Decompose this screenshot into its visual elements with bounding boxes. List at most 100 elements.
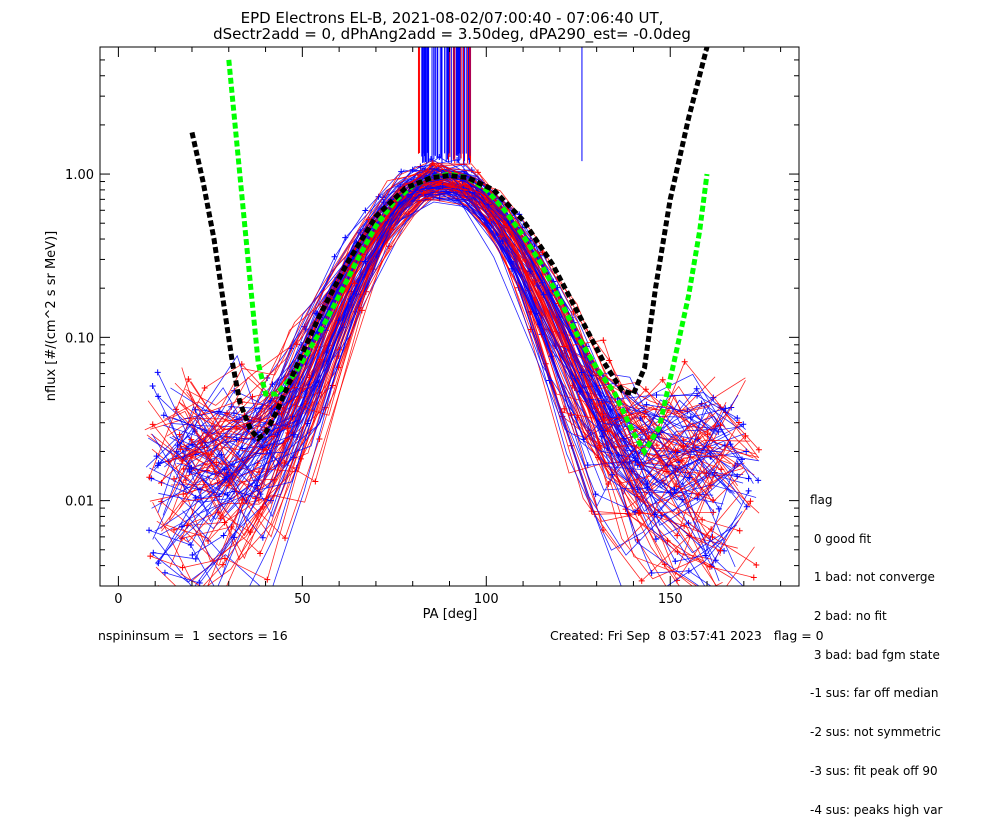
observation-marker — [196, 580, 203, 586]
y-axis-label: nflux [#/(cm^2 s sr MeV)] — [44, 231, 59, 401]
observation-line — [148, 183, 722, 478]
observation-marker — [170, 526, 177, 533]
observation-line — [157, 168, 738, 446]
observation-marker — [230, 410, 237, 417]
observation-marker — [584, 462, 591, 469]
y-tick-label: 0.01 — [65, 495, 94, 510]
observation-marker — [604, 445, 611, 452]
observation-marker — [188, 596, 194, 602]
observation-marker — [578, 369, 585, 376]
observation-marker — [753, 562, 760, 569]
observation-line — [173, 185, 712, 582]
observation-marker — [454, 156, 461, 163]
observation-marker — [249, 393, 256, 400]
observation-marker — [736, 527, 743, 534]
observation-marker — [615, 452, 622, 459]
observation-line — [168, 170, 711, 500]
observation-marker — [735, 419, 742, 426]
observation-marker — [734, 473, 741, 480]
observation-marker — [174, 442, 181, 449]
observation-marker — [316, 436, 323, 443]
observation-marker — [609, 471, 616, 478]
legend-item: 1 bad: not converge — [810, 570, 935, 585]
observation-marker — [289, 413, 296, 420]
observation-marker — [342, 234, 349, 241]
observation-marker — [755, 477, 762, 484]
observation-marker — [505, 220, 512, 227]
observation-marker — [282, 535, 289, 542]
observation-marker — [686, 474, 693, 481]
observation-line — [169, 185, 721, 562]
observation-marker — [715, 428, 722, 435]
observation-marker — [200, 596, 206, 602]
observation-marker — [651, 511, 658, 518]
observation-marker — [173, 448, 180, 455]
observation-marker — [161, 569, 168, 576]
observation-marker — [750, 574, 757, 581]
observation-marker — [293, 341, 300, 348]
observation-line — [150, 182, 721, 582]
observation-marker — [146, 589, 152, 595]
observation-marker — [150, 549, 157, 556]
observation-line — [189, 186, 759, 539]
observation-marker — [231, 534, 238, 541]
observation-marker — [220, 532, 227, 539]
observation-marker — [263, 446, 270, 453]
observation-marker — [186, 468, 193, 475]
observation-marker — [599, 433, 606, 440]
observation-marker — [653, 442, 660, 449]
observation-marker — [214, 509, 221, 516]
observation-marker — [201, 385, 208, 392]
observation-marker — [409, 166, 416, 173]
observation-marker — [149, 421, 156, 428]
observation-marker — [672, 558, 679, 565]
observation-marker — [592, 491, 599, 498]
observation-marker — [755, 446, 762, 453]
observation-marker — [154, 369, 161, 376]
observation-line — [181, 186, 731, 494]
observation-marker — [215, 408, 222, 415]
observation-marker — [635, 509, 642, 516]
observation-marker — [743, 448, 750, 455]
observation-marker — [224, 492, 231, 499]
observation-marker — [596, 442, 603, 449]
observation-marker — [681, 522, 688, 529]
observation-marker — [598, 400, 605, 407]
observation-marker — [648, 570, 655, 577]
observation-marker — [264, 576, 271, 583]
observation-marker — [208, 451, 215, 458]
observation-marker — [715, 505, 722, 512]
y-tick-label: 1.00 — [65, 168, 94, 183]
observation-marker — [259, 534, 266, 541]
observation-marker — [704, 431, 711, 438]
legend-item: 0 good fit — [810, 531, 872, 546]
observation-marker — [197, 486, 204, 493]
observation-line — [172, 176, 754, 484]
observation-marker — [146, 474, 153, 481]
observation-line — [249, 185, 739, 586]
observation-marker — [717, 547, 724, 554]
flag-legend: flag 0 good fit 1 bad: not converge 2 ba… — [810, 468, 942, 829]
observation-marker — [745, 487, 752, 494]
observation-marker — [540, 291, 547, 298]
observation-marker — [498, 233, 505, 240]
observation-marker — [217, 515, 224, 522]
observation-marker — [709, 591, 715, 597]
axes: 0 50 100 150 0.01 0.10 1.00 — [65, 46, 800, 607]
observation-marker — [427, 156, 434, 163]
observation-marker — [146, 527, 153, 534]
legend-item: 2 bad: no fit — [810, 608, 887, 623]
observation-line — [180, 185, 708, 455]
observation-line — [160, 179, 740, 544]
observation-marker — [290, 431, 297, 438]
observation-marker — [351, 280, 358, 287]
observation-marker — [653, 392, 660, 399]
chart-title-line-1: EPD Electrons EL-B, 2021-08-02/07:00:40 … — [241, 9, 664, 27]
observation-marker — [644, 480, 651, 487]
observation-line — [186, 194, 714, 495]
observation-marker — [659, 376, 666, 383]
observation-marker — [198, 495, 205, 502]
observation-line — [174, 184, 716, 537]
observation-marker — [710, 509, 717, 516]
chart-title-line-2: dSectr2add = 0, dPhAng2add = 3.50deg, dP… — [213, 25, 691, 44]
